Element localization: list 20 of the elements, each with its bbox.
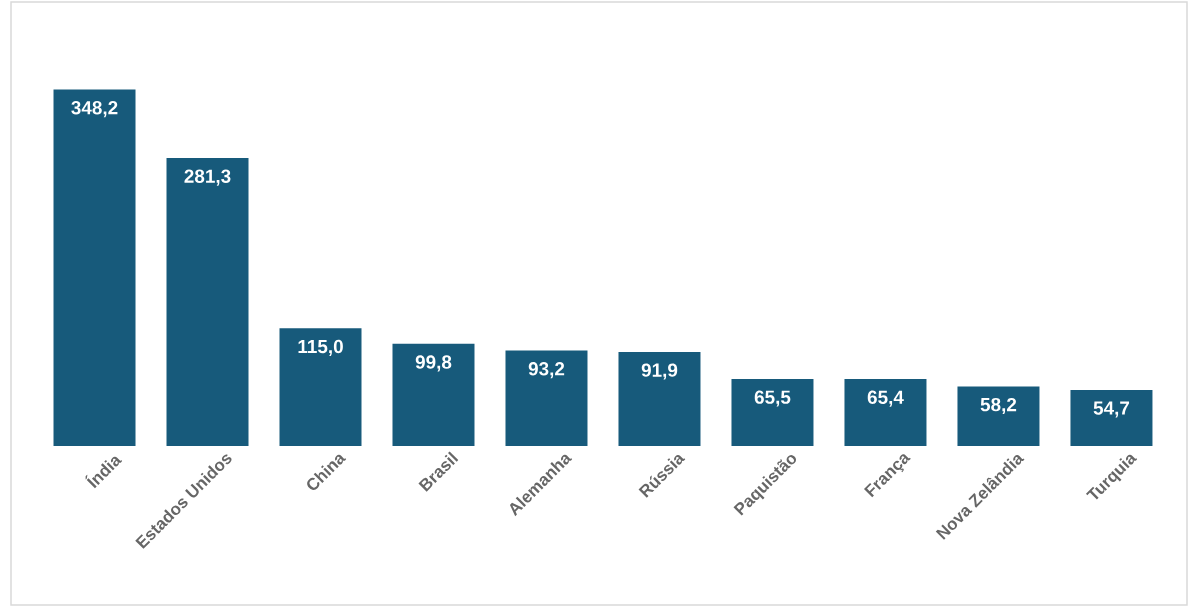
bar: [957, 386, 1040, 446]
data-label: 115,0: [298, 339, 343, 356]
data-label: 348,2: [71, 101, 118, 118]
data-label: 65,5: [754, 390, 791, 407]
data-label: 93,2: [528, 362, 565, 379]
bar: [279, 328, 362, 446]
bar: [1070, 389, 1153, 446]
bar: [618, 351, 701, 446]
bar: [166, 157, 249, 446]
bar: [731, 378, 814, 446]
data-label: 91,9: [641, 363, 678, 380]
data-label: 281,3: [184, 169, 231, 186]
bar: [392, 343, 475, 446]
bar: [844, 379, 927, 446]
data-label: 58,2: [980, 397, 1017, 415]
data-label: 99,8: [415, 355, 452, 372]
bar: [53, 89, 136, 446]
data-label: 54,7: [1093, 401, 1130, 418]
data-label: 65,4: [867, 390, 904, 407]
bar: [505, 350, 588, 446]
